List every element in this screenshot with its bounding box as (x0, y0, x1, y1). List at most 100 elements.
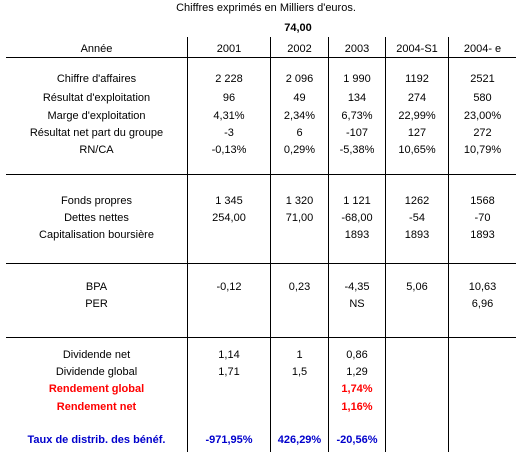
cell-value: 1 320 (285, 195, 314, 207)
cell-value: 4,31% (213, 110, 245, 122)
cell-value: -54 (409, 212, 425, 224)
cell-value: 96 (222, 92, 236, 104)
header-row: Année 2001 2002 2003 2004-S1 2004- e (0, 42, 532, 56)
cell-value (188, 382, 270, 396)
cell-value: 2521 (470, 73, 495, 85)
cell-value: -5,38% (339, 144, 375, 156)
cell-value: 10,79% (463, 144, 502, 156)
column-divider (448, 37, 449, 452)
cell-value: 6,96 (471, 298, 494, 310)
cell-value (386, 365, 448, 379)
cell-value: 71,00 (285, 212, 314, 224)
row-divider (6, 337, 516, 338)
cell-value: 0,23 (288, 281, 311, 293)
column-divider (328, 37, 329, 452)
cell-value: 2 096 (285, 73, 314, 85)
cell-value: -0,13% (211, 144, 247, 156)
cell-value: 1,29 (346, 366, 368, 378)
cell-value: NS (349, 298, 365, 310)
row-label: Taux de distrib. des bénéf. (27, 434, 166, 446)
cell-value: 10,63 (468, 281, 497, 293)
table-row: Dividende net 1,14 1 0,86 (0, 348, 532, 362)
cell-value: 134 (347, 92, 367, 104)
cell-value: 127 (407, 127, 427, 139)
top-value: 74,00 (284, 22, 312, 34)
cell-value: 2,34% (283, 110, 316, 122)
cell-value: 6 (296, 127, 303, 139)
cell-value: -107 (345, 127, 369, 139)
cell-value: 1893 (344, 229, 370, 241)
row-label: Rendement global (48, 383, 145, 395)
header-label: Année (80, 43, 113, 55)
row-label: Dividende global (55, 366, 138, 378)
cell-value: 1,71 (218, 366, 240, 378)
cell-value: 1 (296, 349, 303, 361)
cell-value (449, 365, 516, 379)
header-year: 2003 (344, 43, 370, 55)
cell-value: 1,74% (341, 383, 373, 395)
table-row: Rendement global 1,74% (0, 382, 532, 396)
cell-value: 1192 (405, 73, 429, 85)
column-divider (187, 37, 188, 452)
cell-value (271, 228, 328, 242)
cell-value (271, 297, 328, 311)
table-row: Dettes nettes 254,00 71,00 -68,00 -54 -7… (0, 211, 532, 225)
cell-value (271, 400, 328, 414)
cell-value (386, 382, 448, 396)
cell-value: 1 990 (343, 73, 371, 85)
cell-value (449, 348, 516, 362)
row-label: Rendement net (56, 401, 137, 413)
row-label: Résultat d'exploitation (42, 92, 151, 104)
row-divider (6, 174, 516, 175)
cell-value (386, 433, 448, 447)
cell-value (386, 297, 448, 311)
cell-value (386, 400, 448, 414)
cell-value: 0,86 (346, 349, 368, 361)
row-label: Chiffre d'affaires (56, 73, 137, 85)
table-row: BPA -0,12 0,23 -4,35 5,06 10,63 (0, 280, 532, 294)
column-divider (385, 37, 386, 452)
table-row: Résultat d'exploitation 96 49 134 274 58… (0, 91, 532, 105)
cell-value (449, 382, 516, 396)
row-label: Marge d'exploitation (47, 110, 146, 122)
cell-value: 274 (407, 92, 427, 104)
row-label: PER (85, 298, 108, 310)
cell-value: 1 345 (215, 195, 243, 207)
cell-value: 5,06 (406, 281, 428, 293)
cell-value (271, 382, 328, 396)
table-row: Résultat net part du groupe -3 6 -107 12… (0, 126, 532, 140)
table-row: Rendement net 1,16% (0, 400, 532, 414)
cell-value: -971,95% (205, 434, 253, 446)
header-year: 2004- e (463, 43, 502, 55)
cell-value: 1893 (404, 229, 430, 241)
cell-value: -4,35 (344, 281, 370, 293)
row-divider (6, 57, 516, 58)
table-row: Marge d'exploitation 4,31% 2,34% 6,73% 2… (0, 109, 532, 123)
row-label: RN/CA (79, 144, 114, 156)
table-row: RN/CA -0,13% 0,29% -5,38% 10,65% 10,79% (0, 143, 532, 157)
row-divider (6, 263, 516, 264)
cell-value: 1568 (470, 195, 495, 207)
cell-value: 1,5 (291, 366, 308, 378)
row-label: BPA (85, 281, 108, 293)
cell-value: 0,29% (283, 144, 316, 156)
cell-value: -3 (224, 127, 234, 139)
cell-value: 580 (473, 92, 492, 104)
cell-value: 1893 (470, 229, 495, 241)
table-row: Dividende global 1,71 1,5 1,29 (0, 365, 532, 379)
cell-value: 2 228 (215, 73, 243, 85)
cell-value (188, 400, 270, 414)
cell-value: 23,00% (463, 110, 502, 122)
cell-value (449, 433, 516, 447)
row-label: Fonds propres (61, 195, 132, 207)
cell-value (188, 228, 270, 242)
row-label: Résultat net part du groupe (29, 127, 164, 139)
cell-value: -68,00 (341, 212, 373, 224)
cell-value: 10,65% (398, 144, 436, 156)
cell-value: 1262 (404, 195, 430, 207)
cell-value: 49 (293, 92, 306, 104)
cell-value: 272 (473, 127, 492, 139)
cell-value: -70 (474, 212, 491, 224)
table-caption: Chiffres exprimés en Milliers d'euros. (176, 2, 356, 14)
row-label: Dividende net (62, 349, 131, 361)
